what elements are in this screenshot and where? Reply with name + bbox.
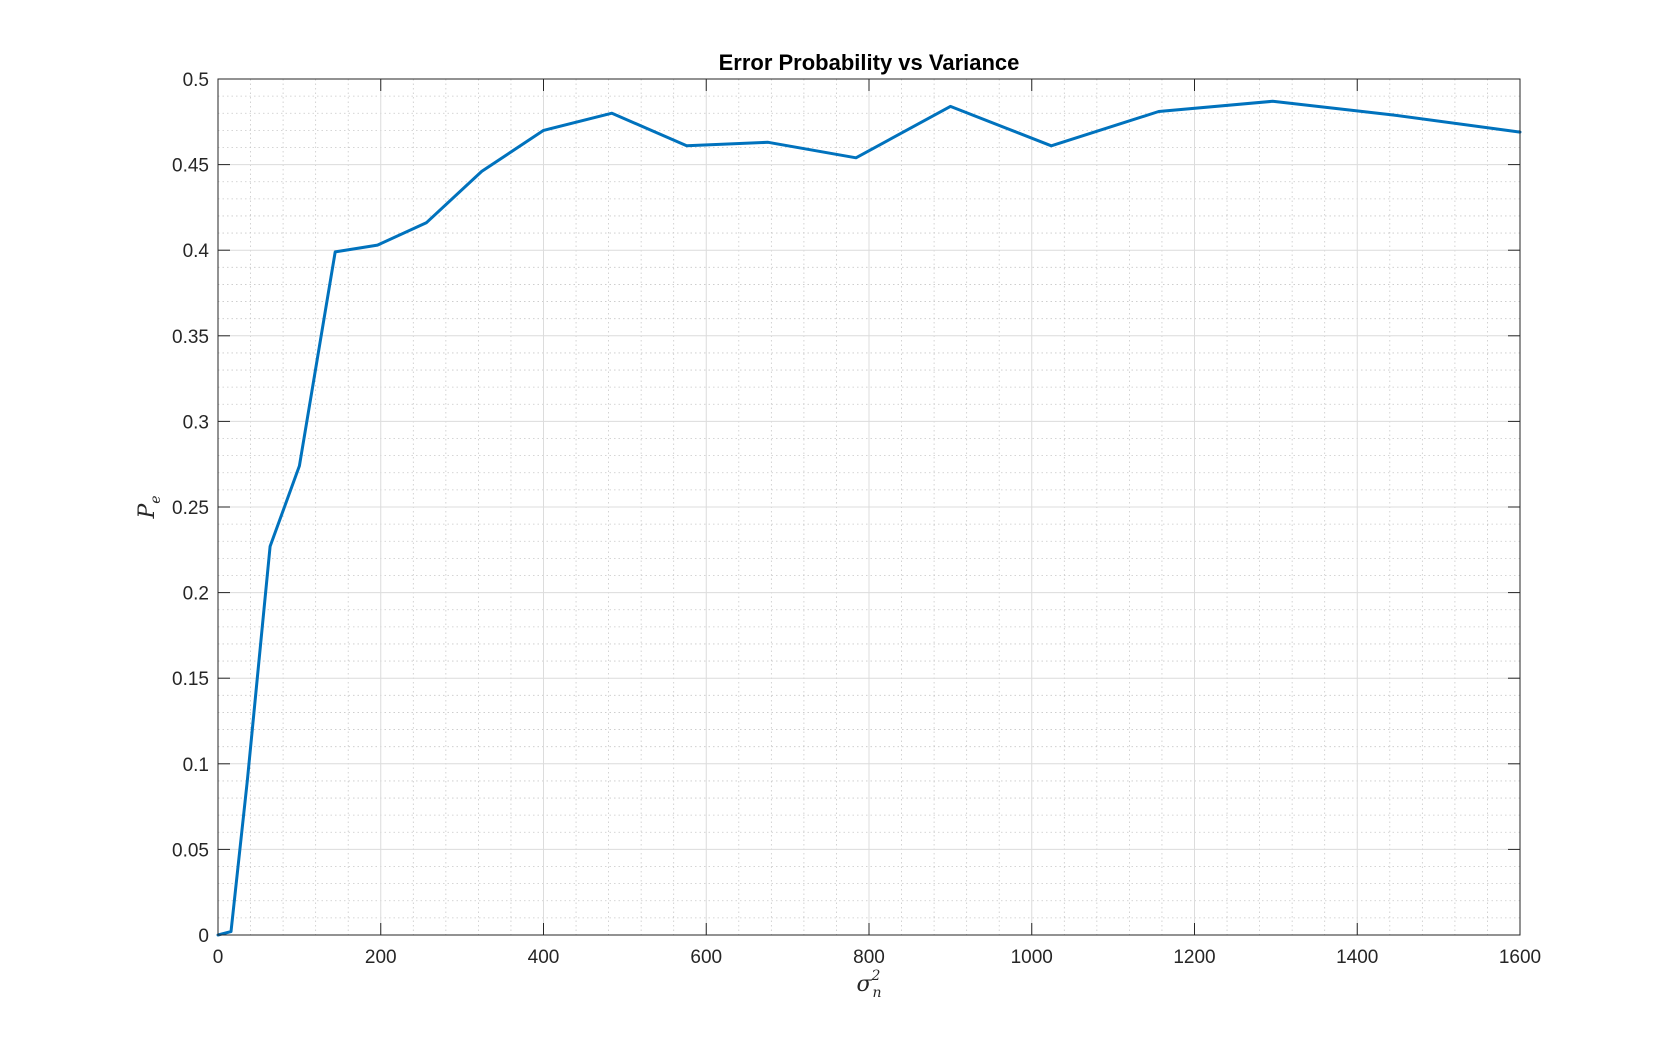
y-tick-label: 0.2 <box>183 584 209 605</box>
y-tick-label: 0.3 <box>183 412 209 433</box>
x-tick-label: 600 <box>690 947 722 968</box>
x-axis-label-base: σ <box>857 972 873 997</box>
y-tick-label: 0.4 <box>183 241 210 262</box>
y-axis-label: Pe <box>135 495 164 519</box>
x-tick-labels: 0 200 400 600 800 1000 1200 1400 1600 <box>213 947 1541 968</box>
y-axis-label-sub: e <box>148 495 164 503</box>
y-tick-label: 0.35 <box>172 327 209 348</box>
x-axis-label-sup: 2 <box>871 968 881 984</box>
x-tick-label: 0 <box>213 947 224 968</box>
x-tick-label: 1400 <box>1336 947 1378 968</box>
chart-title: Error Probability vs Variance <box>719 50 1020 75</box>
x-axis-label-sub: n <box>872 985 881 1001</box>
series-line-0 <box>216 99 1522 937</box>
y-tick-label: 0.5 <box>183 70 209 91</box>
major-grid <box>218 79 1520 935</box>
y-tick-label: 0.1 <box>183 755 209 776</box>
x-tick-label: 1200 <box>1173 947 1215 968</box>
y-tick-label: 0.25 <box>172 498 209 519</box>
y-tick-label: 0 <box>198 926 209 947</box>
x-axis-label: σ2 n <box>857 968 882 1001</box>
x-tick-label: 800 <box>853 947 885 968</box>
y-tick-label: 0.45 <box>172 156 209 177</box>
y-tick-label: 0.05 <box>172 840 209 861</box>
tick-marks <box>217 78 1521 936</box>
x-tick-label: 1000 <box>1011 947 1053 968</box>
series-layer <box>216 99 1522 937</box>
y-tick-label: 0.15 <box>172 669 209 690</box>
x-tick-label: 200 <box>365 947 397 968</box>
y-tick-labels: 0 0.05 0.1 0.15 0.2 0.25 0.3 0.35 0.4 0.45 0.5 <box>172 70 209 947</box>
x-tick-label: 1600 <box>1499 947 1541 968</box>
y-axis-label-base: P <box>135 503 160 520</box>
x-tick-label: 400 <box>528 947 560 968</box>
